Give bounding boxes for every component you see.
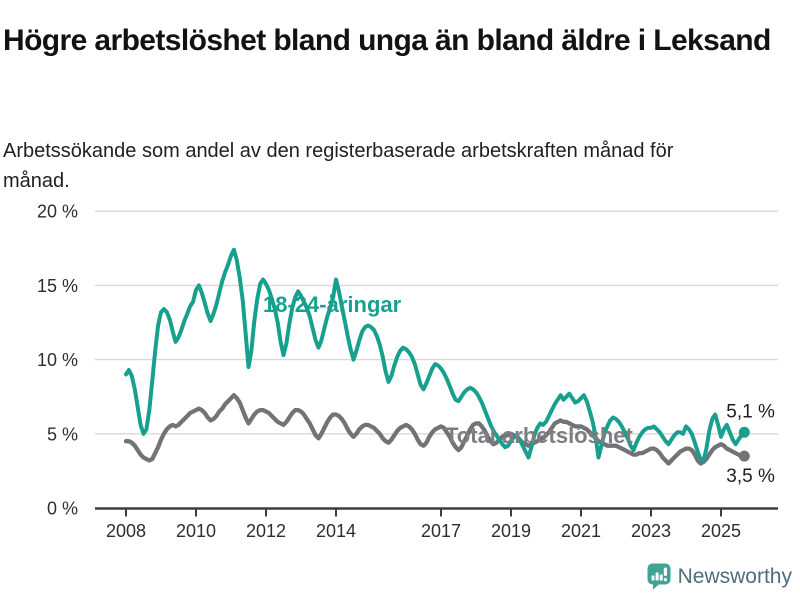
x-axis-label: 2017 bbox=[421, 521, 461, 541]
youth-series-label: 18-24-åringar bbox=[263, 292, 402, 317]
x-axis-label: 2012 bbox=[246, 521, 286, 541]
total-end-value-label: 3,5 % bbox=[726, 466, 775, 487]
brand-footer: Newsworthy bbox=[647, 563, 792, 590]
y-axis-label: 0 % bbox=[47, 499, 78, 519]
total-series-line bbox=[123, 393, 747, 466]
x-axis-label: 2021 bbox=[561, 521, 601, 541]
youth-end-dot bbox=[738, 426, 750, 438]
chart-subtitle: Arbetssökande som andel av den registerb… bbox=[3, 140, 674, 192]
x-axis-label: 2019 bbox=[491, 521, 531, 541]
y-axis-label: 15 % bbox=[37, 276, 78, 296]
line-chart: 0 % 5 % 10 % 15 % 20 % 2008 2010 2012 2014 2017 20… bbox=[37, 202, 778, 541]
x-axis-label: 2010 bbox=[176, 521, 216, 541]
x-axis-label: 2014 bbox=[316, 521, 356, 541]
total-series-label: Total arbetslöshet bbox=[445, 423, 634, 448]
x-axis-label: 2008 bbox=[106, 521, 146, 541]
x-axis-label: 2025 bbox=[701, 521, 741, 541]
y-axis-label: 10 % bbox=[37, 350, 78, 370]
total-end-dot bbox=[738, 450, 750, 462]
newsworthy-logo-icon bbox=[647, 563, 671, 590]
x-axis-label: 2023 bbox=[631, 521, 671, 541]
page-title: Högre arbetslöshet bland unga än bland ä… bbox=[3, 24, 771, 58]
youth-series-line bbox=[124, 247, 747, 463]
y-axis-label: 20 % bbox=[37, 202, 78, 222]
brand-name: Newsworthy bbox=[677, 564, 792, 588]
y-axis-label: 5 % bbox=[47, 424, 78, 444]
youth-end-value-label: 5,1 % bbox=[726, 401, 775, 422]
